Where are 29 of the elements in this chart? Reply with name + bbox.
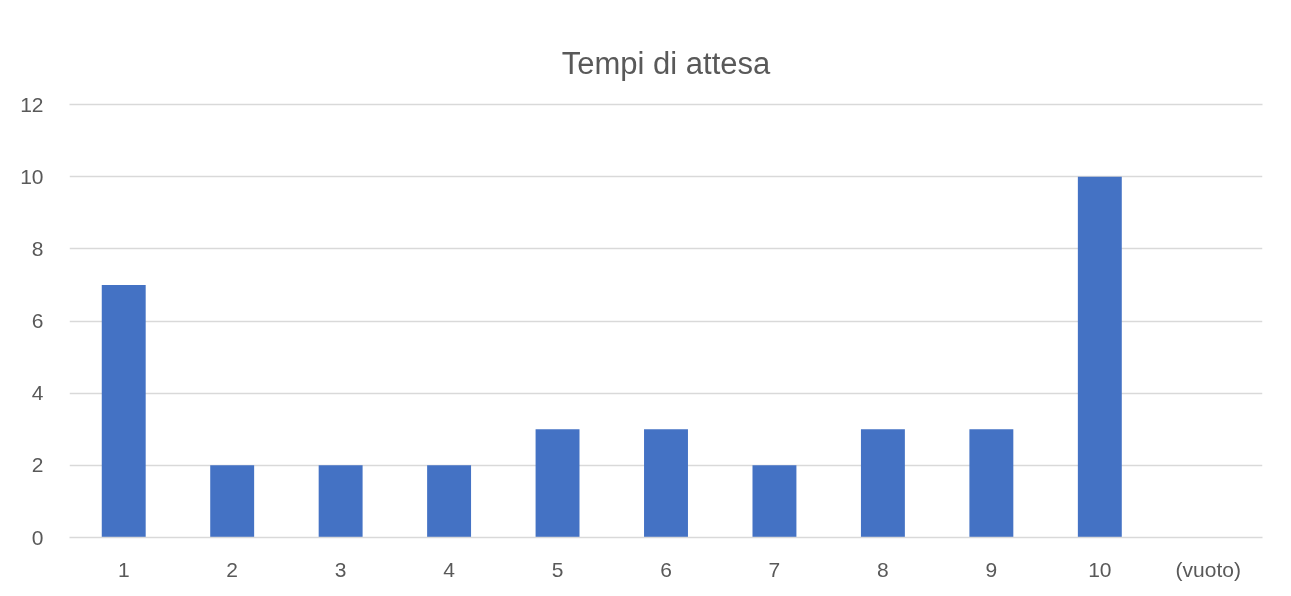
y-tick-label: 2 <box>31 453 44 477</box>
y-tick-label: 8 <box>31 236 44 260</box>
bar <box>101 284 146 538</box>
y-tick-label: 4 <box>31 381 44 405</box>
x-tick-label: 5 <box>551 557 564 581</box>
y-tick-label: 10 <box>20 164 44 188</box>
y-tick-label: 6 <box>31 309 44 332</box>
x-tick-label: (vuoto) <box>1175 557 1241 581</box>
bar <box>210 465 255 538</box>
bar <box>318 465 363 538</box>
chart-title: Tempi di attesa <box>561 45 772 81</box>
x-tick-label: 7 <box>768 557 781 581</box>
x-tick-label: 8 <box>877 557 889 581</box>
x-tick-label: 10 <box>1088 557 1112 581</box>
bar <box>1077 176 1122 538</box>
y-tick-label: 0 <box>31 525 44 549</box>
bar <box>860 429 905 538</box>
y-tick-label: 12 <box>20 92 44 116</box>
x-tick-label: 9 <box>985 557 998 581</box>
bar <box>644 429 688 538</box>
x-tick-label: 4 <box>443 557 456 581</box>
x-tick-label: 6 <box>660 557 672 581</box>
x-tick-label: 3 <box>334 557 347 581</box>
bar <box>427 465 472 538</box>
bar <box>752 465 797 538</box>
x-tick-label: 1 <box>117 557 130 581</box>
x-tick-label: 2 <box>226 557 239 581</box>
bar <box>969 429 1014 538</box>
bar <box>535 429 580 538</box>
